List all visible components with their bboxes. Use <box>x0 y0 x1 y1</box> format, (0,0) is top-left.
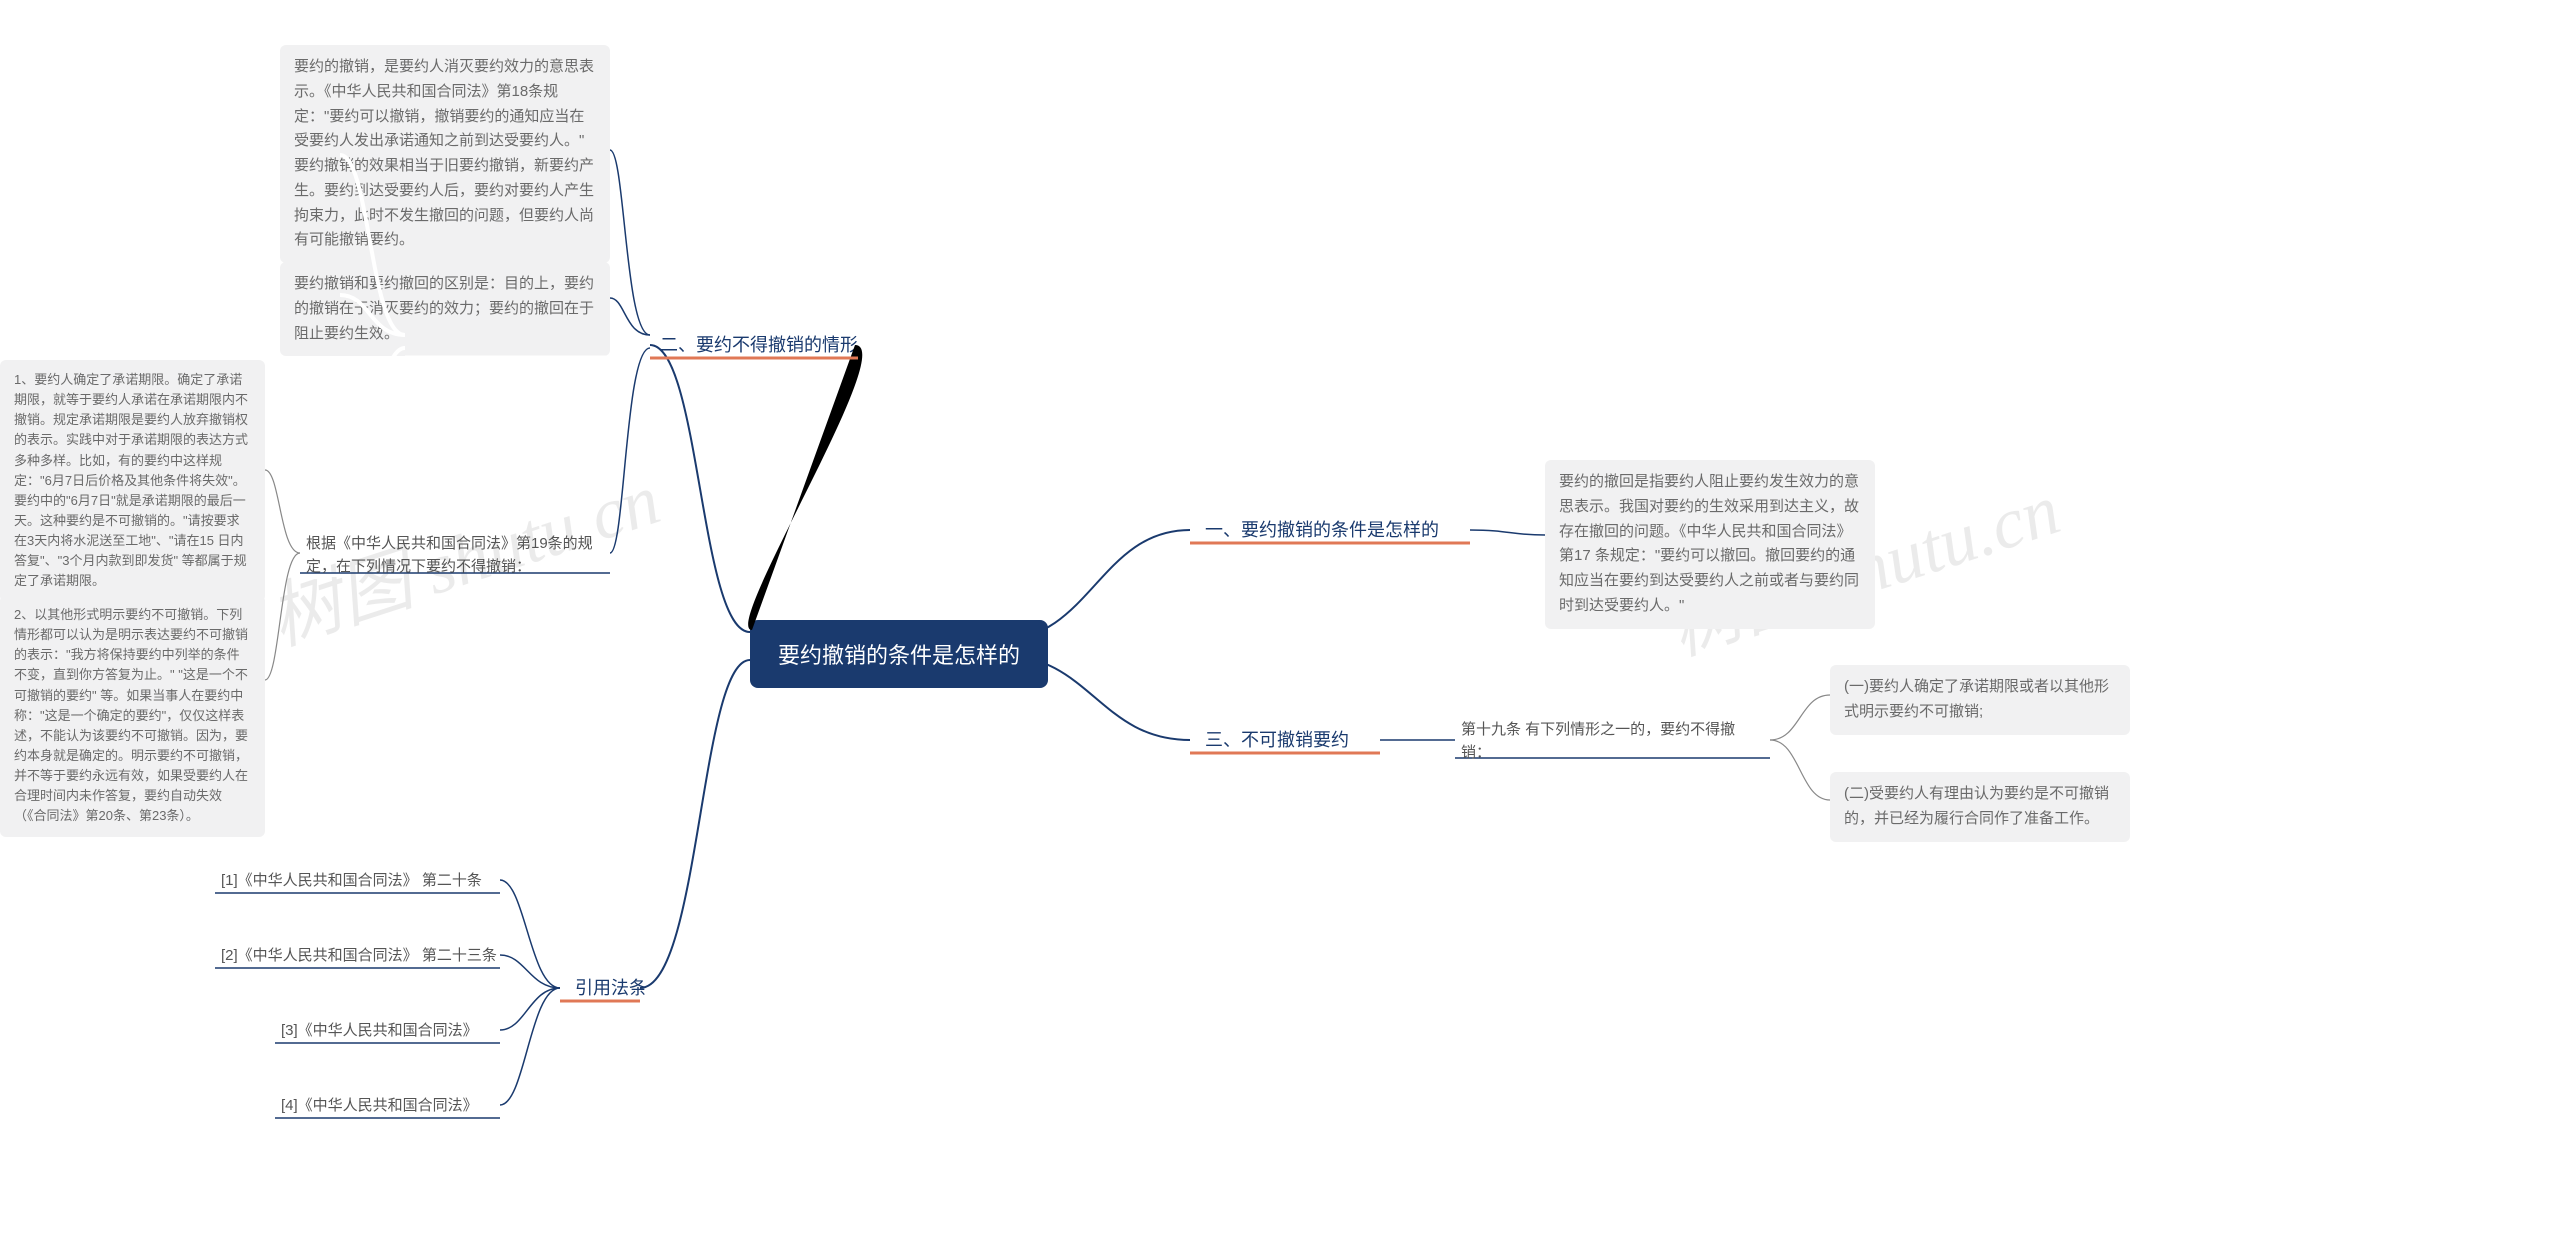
leaf-l2c1[interactable]: 1、要约人确定了承诺期限。确定了承诺期限，就等于要约人承诺在承诺期限内不撤销。规… <box>0 360 265 602</box>
sub-s21-final[interactable]: 根据《中华人民共和国合同法》第19条的规定，在下列情况下要约不得撤销： <box>300 528 610 587</box>
sub-s21-final-text: 根据《中华人民共和国合同法》第19条的规定，在下列情况下要约不得撤销： <box>306 535 593 575</box>
leaf-l2c2-text: 2、以其他形式明示要约不可撤销。下列情形都可以认为是明示表达要约不可撤销的表示：… <box>14 607 248 823</box>
edge-final <box>0 0 2560 1249</box>
branch2-final: 根据《中华人民共和国合同法》第19条的规定，在下列情况下要约不得撤销： 1、要约… <box>0 0 2560 1249</box>
leaf-l2c1-text: 1、要约人确定了承诺期限。确定了承诺期限，就等于要约人承诺在承诺期限内不撤销。规… <box>14 372 248 588</box>
leaf-l2c2[interactable]: 2、以其他形式明示要约不可撤销。下列情形都可以认为是明示表达要约不可撤销的表示：… <box>0 595 265 837</box>
